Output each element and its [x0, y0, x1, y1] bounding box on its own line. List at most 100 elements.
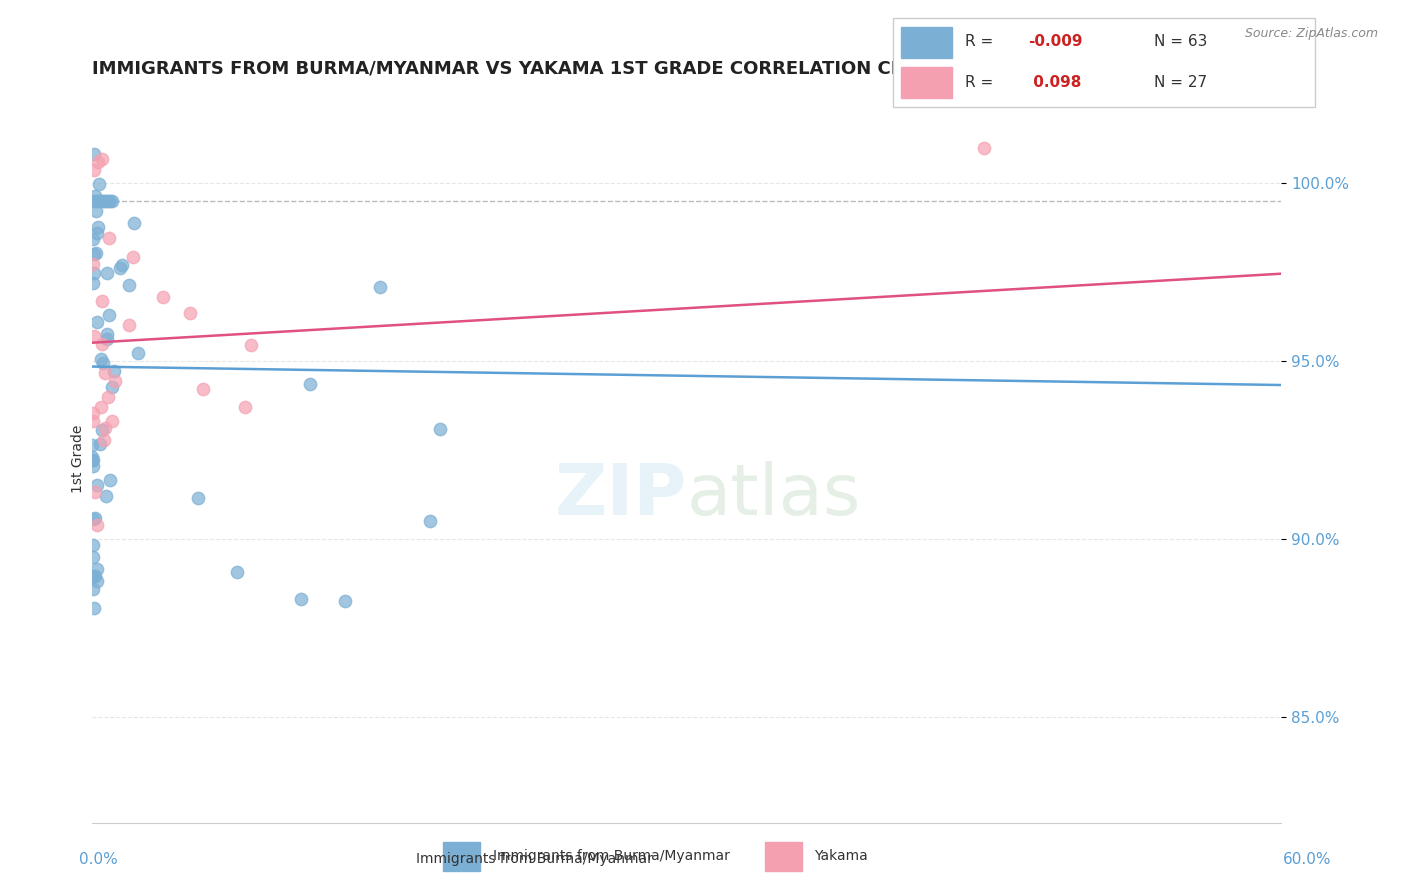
- FancyBboxPatch shape: [443, 842, 481, 871]
- Text: N = 27: N = 27: [1154, 75, 1208, 89]
- Point: [82, 568, 104, 582]
- Point: [87, 194, 110, 208]
- Point: [83, 246, 105, 260]
- Point: [83, 163, 105, 178]
- Point: [84, 511, 107, 525]
- Text: R =: R =: [965, 35, 998, 49]
- Point: [84, 204, 107, 219]
- Point: [91, 152, 114, 166]
- Point: [86, 477, 108, 491]
- FancyBboxPatch shape: [893, 18, 1315, 107]
- Point: [84, 485, 107, 500]
- Point: [93, 356, 115, 370]
- Point: [82, 512, 104, 526]
- Point: [86, 562, 108, 576]
- Text: R =: R =: [965, 75, 998, 89]
- Point: [98, 194, 121, 208]
- Point: [127, 346, 149, 360]
- Point: [290, 591, 312, 606]
- Point: [82, 538, 104, 552]
- Text: Yakama: Yakama: [814, 849, 868, 863]
- Point: [97, 194, 120, 208]
- Point: [108, 261, 131, 276]
- Point: [335, 594, 357, 608]
- Point: [152, 290, 174, 304]
- Point: [179, 306, 201, 320]
- Point: [90, 400, 112, 414]
- Point: [233, 400, 256, 414]
- Point: [240, 338, 263, 352]
- Point: [93, 194, 115, 208]
- Point: [96, 266, 118, 280]
- Point: [87, 177, 110, 191]
- Point: [86, 315, 108, 329]
- Text: -0.009: -0.009: [1028, 35, 1083, 49]
- Text: 60.0%: 60.0%: [1284, 852, 1331, 867]
- Text: Source: ZipAtlas.com: Source: ZipAtlas.com: [1244, 27, 1378, 40]
- Point: [97, 231, 120, 245]
- Point: [87, 219, 110, 234]
- Point: [100, 414, 122, 428]
- Point: [93, 434, 115, 448]
- Point: [83, 189, 105, 203]
- Text: Immigrants from Burma/Myanmar: Immigrants from Burma/Myanmar: [492, 849, 730, 863]
- Point: [83, 146, 105, 161]
- Point: [419, 515, 441, 529]
- Text: atlas: atlas: [686, 461, 860, 530]
- Point: [82, 438, 104, 452]
- Point: [94, 490, 117, 504]
- Point: [84, 194, 107, 208]
- Point: [101, 380, 124, 394]
- Point: [82, 452, 104, 467]
- Point: [89, 194, 111, 208]
- Text: Immigrants from Burma/Myanmar: Immigrants from Burma/Myanmar: [416, 852, 652, 866]
- Point: [121, 250, 143, 264]
- Point: [86, 517, 108, 532]
- Point: [82, 450, 104, 464]
- Point: [82, 405, 104, 419]
- Text: 0.098: 0.098: [1028, 75, 1081, 89]
- Point: [86, 574, 108, 588]
- Point: [429, 422, 451, 436]
- FancyBboxPatch shape: [765, 842, 801, 871]
- Point: [94, 194, 117, 208]
- Point: [104, 374, 127, 388]
- Point: [83, 194, 105, 208]
- Point: [83, 329, 105, 343]
- Point: [84, 569, 107, 583]
- Point: [187, 491, 209, 506]
- Point: [94, 420, 117, 434]
- FancyBboxPatch shape: [901, 27, 952, 58]
- Point: [84, 246, 107, 260]
- Point: [82, 459, 104, 474]
- Point: [98, 473, 121, 487]
- FancyBboxPatch shape: [901, 67, 952, 98]
- Point: [82, 582, 104, 597]
- Point: [118, 318, 141, 332]
- Point: [96, 326, 118, 341]
- Point: [973, 141, 995, 155]
- Point: [82, 232, 104, 246]
- Text: 0.0%: 0.0%: [79, 852, 118, 867]
- Point: [83, 600, 105, 615]
- Point: [82, 277, 104, 291]
- Point: [91, 424, 114, 438]
- Point: [83, 266, 105, 280]
- Point: [82, 257, 104, 271]
- Point: [94, 366, 117, 380]
- Text: IMMIGRANTS FROM BURMA/MYANMAR VS YAKAMA 1ST GRADE CORRELATION CHART: IMMIGRANTS FROM BURMA/MYANMAR VS YAKAMA …: [93, 60, 945, 78]
- Point: [111, 258, 134, 272]
- Point: [89, 437, 111, 451]
- Point: [82, 414, 104, 428]
- Point: [298, 376, 321, 391]
- Point: [191, 382, 214, 396]
- Point: [103, 364, 125, 378]
- Point: [96, 332, 118, 346]
- Point: [82, 549, 104, 564]
- Text: ZIP: ZIP: [554, 461, 686, 530]
- Point: [226, 565, 249, 579]
- Point: [368, 280, 391, 294]
- Point: [87, 155, 110, 169]
- Point: [118, 278, 141, 293]
- Point: [90, 352, 112, 367]
